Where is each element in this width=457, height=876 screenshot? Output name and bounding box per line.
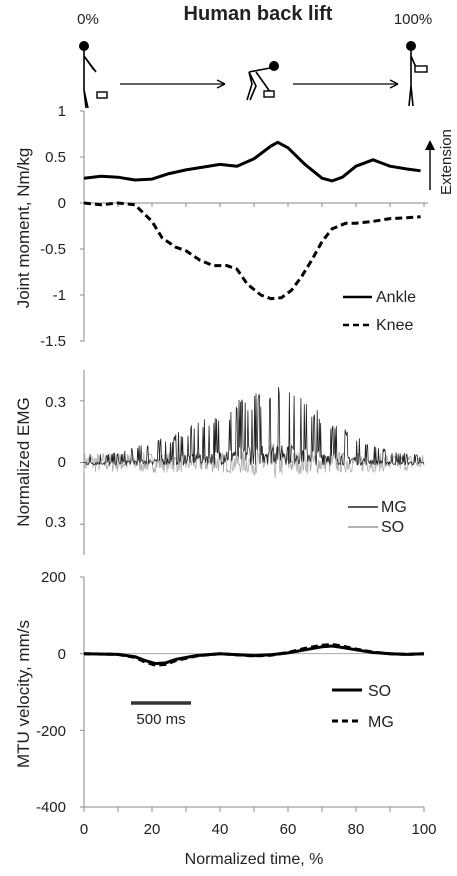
- x-tick-label: 0: [80, 821, 88, 838]
- y-tick-label: -0.5: [40, 241, 66, 258]
- x-tick-label: 60: [280, 821, 297, 838]
- series-line-mg: [83, 387, 425, 467]
- y-tick-label: 0.5: [45, 149, 66, 166]
- series-line-ankle: [83, 140, 421, 183]
- stick-figure-start-icon: [79, 41, 108, 109]
- y-tick-label: -200: [36, 723, 66, 740]
- chart-title: Human back lift: [184, 3, 333, 25]
- legend-label: SO: [368, 683, 391, 700]
- x-tick-label: 100: [411, 821, 436, 838]
- x-tick-label: 40: [212, 821, 229, 838]
- series-line-so: [83, 442, 425, 479]
- y-axis-label-velocity: MTU velocity, mm/s: [14, 620, 33, 768]
- legend-panel-2: MG SO: [348, 499, 407, 536]
- arrow-icon: [293, 79, 399, 89]
- legend-label: MG: [381, 499, 407, 516]
- y-tick-label: 0.3: [45, 514, 66, 531]
- y-tick-label: 0: [58, 195, 66, 212]
- chart-marks: [80, 110, 428, 812]
- y-tick-label: 0: [58, 646, 66, 663]
- stick-figure-end-icon: [406, 41, 428, 107]
- y-axis-label-emg: Normalized EMG: [14, 397, 33, 526]
- y-tick-label: -400: [36, 799, 66, 816]
- y-tick-label: 0.3: [45, 394, 66, 411]
- legend-label: Knee: [376, 317, 413, 334]
- legend-label: MG: [368, 714, 394, 731]
- series-line-mg: [83, 643, 425, 667]
- y-tick-label: -1.5: [40, 333, 66, 350]
- legend-label: Ankle: [376, 289, 416, 306]
- x-tick-label: 20: [144, 821, 161, 838]
- x-tick-label: 80: [348, 821, 365, 838]
- y-tick-label: 1: [58, 103, 66, 120]
- legend-panel-1: Ankle Knee: [343, 289, 416, 334]
- scale-bar-label: 500 ms: [136, 711, 185, 728]
- y-tick-label: 200: [41, 569, 66, 586]
- x-axis-label: Normalized time, %: [185, 851, 324, 868]
- end-label: 100%: [394, 11, 432, 28]
- extension-label: Extension: [438, 129, 455, 195]
- legend-panel-3: SO MG: [332, 683, 394, 731]
- arrow-icon: [120, 79, 226, 89]
- stick-figure-bent-icon: [246, 61, 279, 101]
- y-axis-label-moment: Joint moment, Nm/kg: [14, 148, 33, 309]
- series-line-knee: [83, 201, 421, 301]
- legend-label: SO: [381, 519, 404, 536]
- extension-arrow-icon: [425, 140, 435, 190]
- start-label: 0%: [77, 11, 99, 28]
- series-line-so: [83, 644, 425, 666]
- y-tick-label: 0: [58, 454, 66, 471]
- y-tick-label: -1: [53, 287, 66, 304]
